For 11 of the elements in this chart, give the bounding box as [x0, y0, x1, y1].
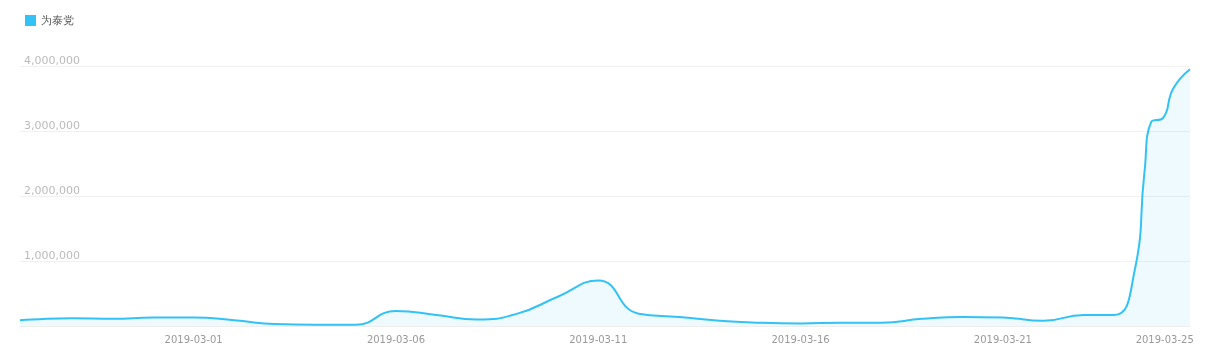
y-tick-label: 4,000,000 [24, 54, 80, 67]
x-tick-label: 2019-03-01 [164, 333, 223, 345]
x-tick-label: 2019-03-25 [1135, 333, 1194, 345]
y-tick-label: 3,000,000 [24, 119, 80, 132]
y-tick-label: 2,000,000 [24, 184, 80, 197]
x-tick-label: 2019-03-16 [771, 333, 830, 345]
x-tick-label: 2019-03-11 [569, 333, 628, 345]
legend-label: 为泰党 [41, 14, 74, 27]
y-tick-label: 1,000,000 [24, 249, 80, 262]
x-tick-label: 2019-03-06 [366, 333, 426, 345]
x-tick-label: 2019-03-21 [973, 333, 1032, 345]
